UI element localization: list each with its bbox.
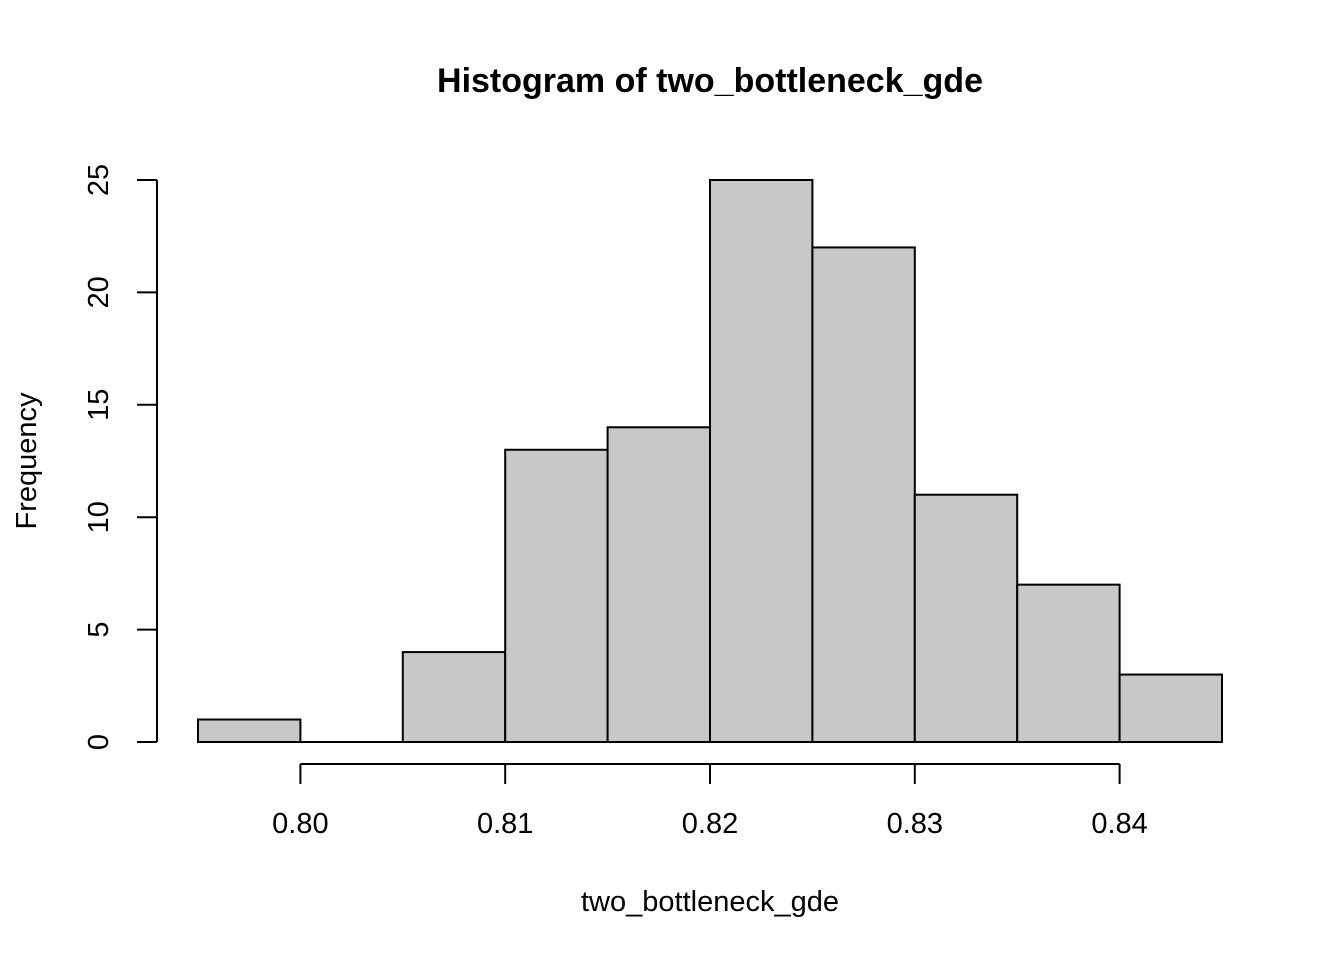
chart-title: Histogram of two_bottleneck_gde xyxy=(437,62,983,100)
x-tick-label: 0.80 xyxy=(272,808,328,840)
bars-group xyxy=(197,179,1223,744)
y-tick-label: 5 xyxy=(83,622,115,638)
x-axis: 0.80 0.81 0.82 0.83 0.84 xyxy=(272,763,1148,840)
x-axis-label: two_bottleneck_gde xyxy=(581,886,839,918)
y-tick-label: 15 xyxy=(83,389,115,421)
histogram-bar xyxy=(606,426,711,743)
x-tick-label: 0.81 xyxy=(477,808,533,840)
y-tick-label: 10 xyxy=(83,501,115,533)
y-tick-label: 20 xyxy=(83,276,115,308)
x-tick-label: 0.82 xyxy=(682,808,738,840)
y-axis-label: Frequency xyxy=(11,392,43,530)
y-axis: 0 5 10 15 20 25 xyxy=(83,164,158,750)
x-tick-label: 0.83 xyxy=(887,808,943,840)
histogram-bar xyxy=(1118,673,1223,743)
histogram-bar xyxy=(504,448,609,743)
y-tick-label: 0 xyxy=(83,734,115,750)
x-tick-label: 0.84 xyxy=(1091,808,1147,840)
histogram-bar xyxy=(709,179,814,743)
histogram-bar xyxy=(811,246,916,743)
histogram-bar xyxy=(401,651,507,744)
histogram-bar xyxy=(913,493,1019,743)
histogram-bar xyxy=(1016,583,1121,744)
y-tick-label: 25 xyxy=(83,164,115,196)
histogram-bar xyxy=(197,718,302,744)
